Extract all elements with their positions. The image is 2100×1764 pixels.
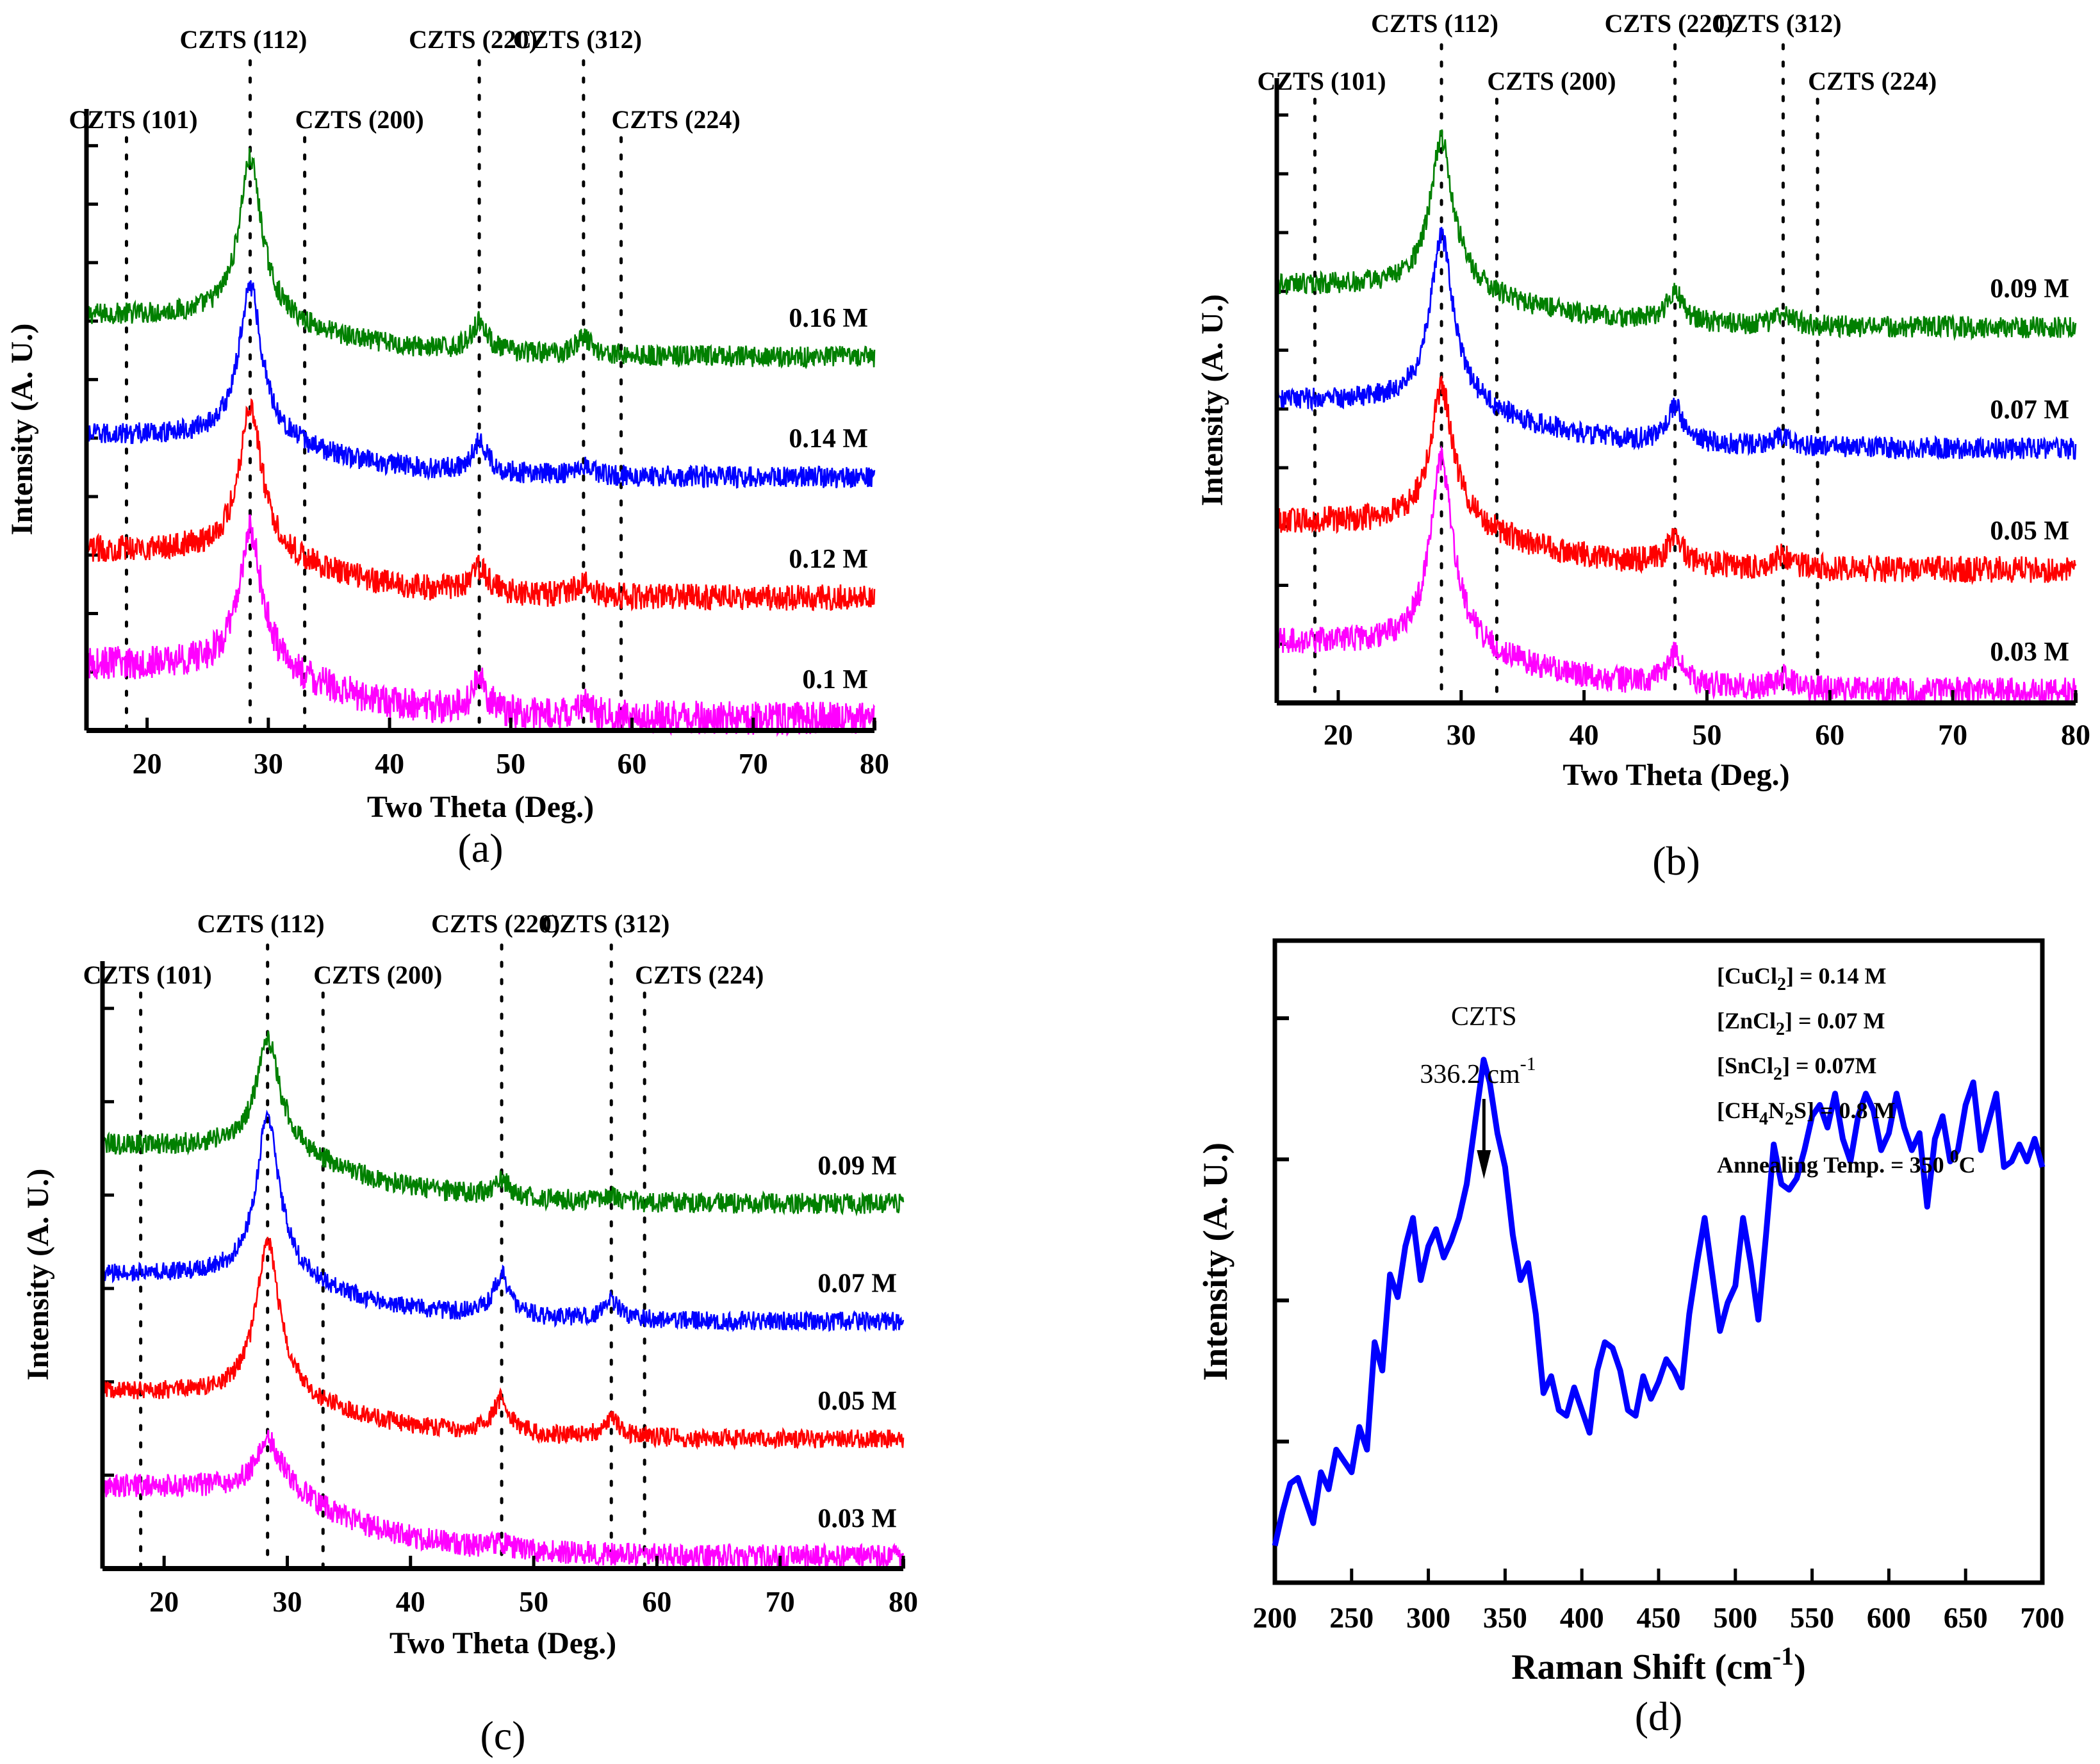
series-label: 0.12 M — [789, 545, 868, 574]
annotation-value: 336.2 cm-1 — [1420, 1053, 1536, 1089]
x-tick-label: 50 — [1692, 718, 1721, 751]
reference-label: CZTS (200) — [295, 105, 424, 134]
reference-label: CZTS (220) — [431, 909, 560, 938]
series-label: 0.09 M — [1990, 274, 2069, 304]
condition-text: [CH4N2S] = 0.8 M — [1717, 1098, 1896, 1129]
reference-label: CZTS (112) — [179, 25, 307, 54]
x-tick-label: 30 — [1447, 718, 1476, 751]
series-label: 0.07 M — [1990, 395, 2069, 425]
reference-label: CZTS (220) — [1605, 9, 1734, 38]
x-tick-label: 40 — [375, 747, 404, 780]
x-tick-label: 70 — [739, 747, 768, 780]
series-line-0_1M — [85, 514, 876, 738]
x-tick-label: 700 — [2021, 1601, 2065, 1634]
series-line-0_14M — [85, 280, 876, 489]
x-tick-label: 20 — [1324, 718, 1353, 751]
x-tick-label: 60 — [642, 1585, 671, 1618]
x-axis-label: Two Theta (Deg.) — [1563, 758, 1789, 792]
condition-text: [SnCl2] = 0.07M — [1717, 1053, 1877, 1084]
panel-d-raman-chart: 200 250 300 350 400 450 500 550 600 650 700 CZTS 336… — [1196, 938, 2065, 1739]
series-label: 0.05 M — [817, 1387, 897, 1416]
x-tick-label: 80 — [860, 747, 889, 780]
series-line-0_16M — [85, 147, 876, 370]
condition-text: [ZnCl2] = 0.07 M — [1717, 1008, 1885, 1039]
x-tick-label: 30 — [254, 747, 283, 780]
x-tick-label: 300 — [1406, 1601, 1450, 1634]
x-tick-label: 60 — [618, 747, 647, 780]
series-label: 0.03 M — [1990, 638, 2069, 667]
x-tick-label: 50 — [496, 747, 525, 780]
x-tick-label: 50 — [519, 1585, 548, 1618]
series-label: 0.14 M — [789, 424, 868, 454]
series-line-0_07M — [1276, 227, 2077, 461]
raman-spectrum-line — [1272, 1057, 2046, 1547]
panel-caption: (a) — [457, 825, 503, 871]
x-tick-label: 60 — [1815, 718, 1844, 751]
reference-label: CZTS (220) — [409, 25, 537, 54]
x-tick-label: 200 — [1253, 1601, 1297, 1634]
reference-label: CZTS (312) — [513, 25, 642, 54]
x-tick-label: 20 — [149, 1585, 179, 1618]
x-tick-label: 650 — [1944, 1601, 1988, 1634]
panel-a-xrd-chart: CZTS (101) CZTS (112) CZTS (200) CZTS (220)… — [5, 25, 889, 871]
panel-caption: (d) — [1635, 1694, 1683, 1739]
reference-label: CZTS (224) — [635, 960, 764, 989]
x-tick-label: 350 — [1483, 1601, 1527, 1634]
x-tick-label: 80 — [2061, 718, 2090, 751]
series-label: 0.05 M — [1990, 516, 2069, 546]
series-line-0_03M — [1276, 445, 2077, 706]
panel-caption: (b) — [1652, 838, 1700, 884]
x-axis-label: Two Theta (Deg.) — [390, 1626, 616, 1660]
x-tick-label: 40 — [396, 1585, 425, 1618]
series-line-0_03M — [101, 1430, 905, 1570]
x-axis-label: Raman Shift (cm-1) — [1511, 1642, 1806, 1687]
reference-label: CZTS (224) — [612, 105, 741, 134]
y-axis-label: Intensity (A. U.) — [1195, 294, 1229, 506]
reference-label: CZTS (312) — [1712, 9, 1841, 38]
reference-label: CZTS (312) — [541, 909, 669, 938]
series-line-0_09M — [1276, 129, 2077, 342]
x-tick-label: 450 — [1637, 1601, 1681, 1634]
x-tick-label: 70 — [1938, 718, 1967, 751]
panel-b-xrd-chart: CZTS (101)CZTS (112)CZTS (200)CZTS (220)… — [1195, 9, 2090, 884]
reference-label: CZTS (112) — [197, 909, 325, 938]
condition-text: [CuCl2] = 0.14 M — [1717, 963, 1887, 994]
x-tick-label: 550 — [1790, 1601, 1834, 1634]
reference-label: CZTS (101) — [69, 105, 197, 134]
reference-label: CZTS (200) — [1487, 67, 1616, 95]
series-label: 0.09 M — [817, 1151, 897, 1181]
annotation-arrow-head — [1477, 1150, 1491, 1179]
y-axis-label: Intensity (A. U.) — [1196, 1142, 1235, 1381]
x-tick-label: 250 — [1329, 1601, 1374, 1634]
series-label: 0.16 M — [789, 304, 868, 333]
x-tick-label: 500 — [1713, 1601, 1757, 1634]
series-line-0_05M — [1276, 375, 2077, 586]
series-line-0_12M — [85, 398, 876, 612]
annotation-label: CZTS — [1451, 1002, 1517, 1032]
plot-frame — [1272, 938, 2045, 1585]
x-tick-label: 30 — [272, 1585, 302, 1618]
reference-label: CZTS (112) — [1371, 9, 1498, 38]
x-tick-label: 400 — [1560, 1601, 1604, 1634]
x-tick-label: 20 — [133, 747, 162, 780]
y-axis-label: Intensity (A. U.) — [5, 324, 39, 536]
x-tick-label: 80 — [889, 1585, 918, 1618]
x-axis-label: Two Theta (Deg.) — [367, 790, 594, 824]
reference-label: CZTS (200) — [313, 960, 442, 989]
reference-label: CZTS (224) — [1808, 67, 1937, 95]
x-tick-label: 600 — [1867, 1601, 1911, 1634]
series-label: 0.1 M — [802, 665, 868, 695]
condition-text: Annealing Temp. = 350 0C — [1717, 1147, 1976, 1178]
x-tick-label: 40 — [1570, 718, 1599, 751]
x-tick-label: 70 — [766, 1585, 795, 1618]
series-label: 0.03 M — [817, 1504, 897, 1534]
series-line-0_05M — [101, 1237, 905, 1451]
y-axis-label: Intensity (A. U.) — [21, 1169, 55, 1381]
series-label: 0.07 M — [817, 1269, 897, 1299]
panel-caption: (c) — [480, 1713, 525, 1758]
panel-c-xrd-chart: CZTS (101)CZTS (112)CZTS (200)CZTS (220)… — [21, 909, 918, 1758]
series-line-0_09M — [102, 1030, 905, 1217]
series-line-0_07M — [101, 1109, 905, 1333]
